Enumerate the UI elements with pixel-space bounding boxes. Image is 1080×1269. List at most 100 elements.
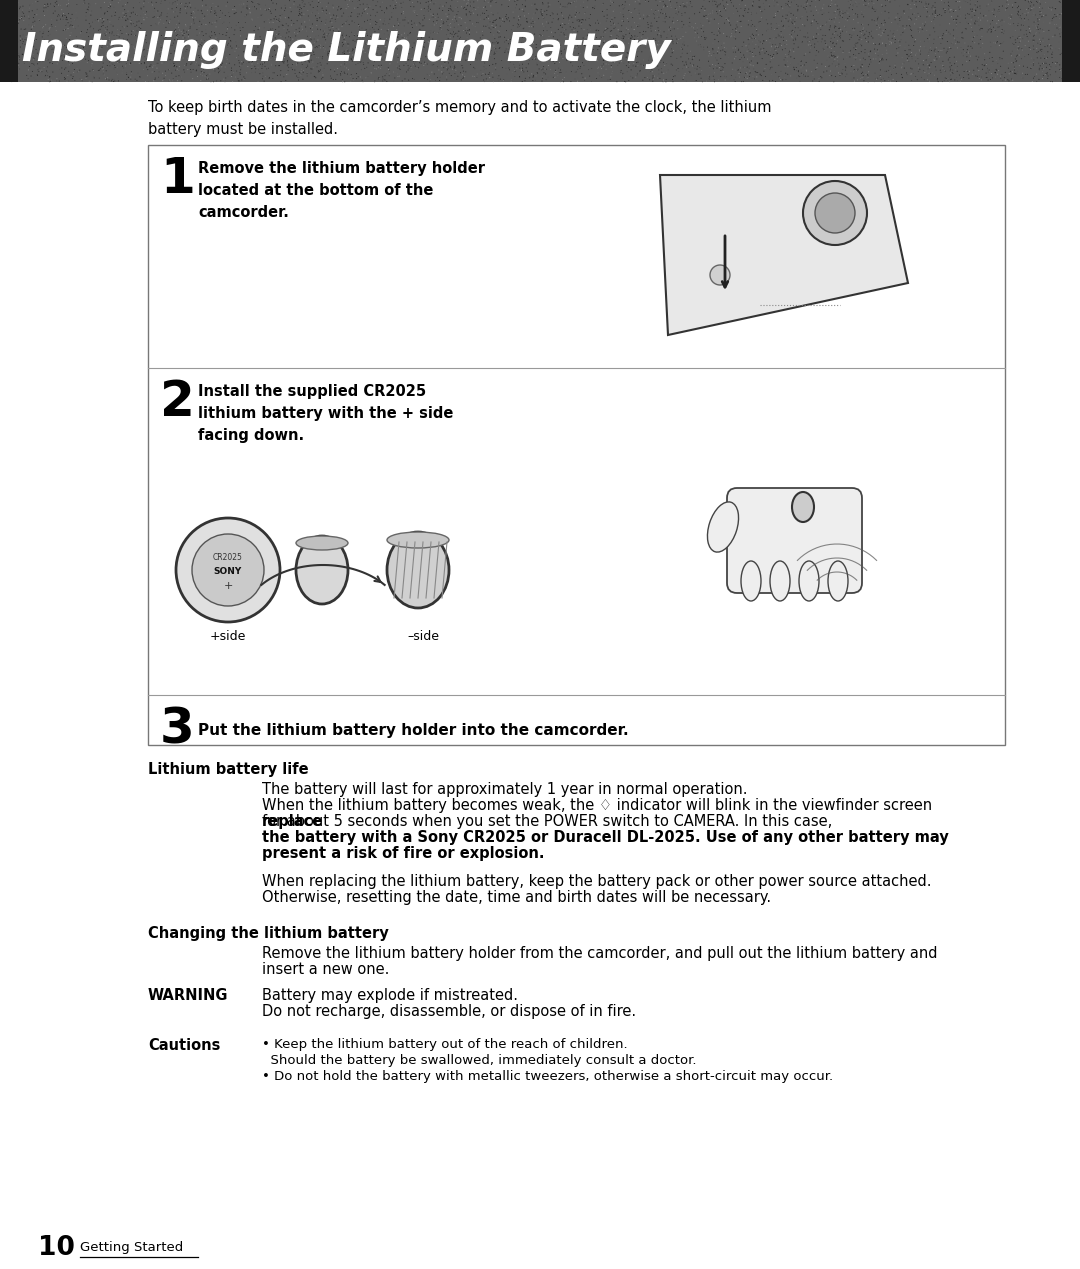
Point — [86, 10, 104, 30]
Text: the battery with a Sony CR2025 or Duracell DL-2025. Use of any other battery may: the battery with a Sony CR2025 or Durace… — [262, 830, 948, 845]
Point — [779, 47, 796, 67]
Point — [594, 0, 611, 14]
Point — [1039, 47, 1056, 67]
Point — [625, 37, 643, 57]
Point — [461, 39, 478, 60]
Point — [885, 58, 902, 79]
Point — [133, 53, 150, 74]
Point — [848, 47, 865, 67]
Point — [325, 34, 342, 55]
Point — [132, 44, 149, 65]
Point — [0, 57, 12, 77]
Point — [544, 49, 562, 70]
Point — [570, 37, 588, 57]
Point — [80, 27, 97, 47]
Point — [618, 20, 635, 41]
Point — [1039, 42, 1056, 62]
Point — [194, 25, 212, 46]
Point — [785, 57, 802, 77]
Point — [36, 49, 53, 70]
Point — [495, 70, 512, 90]
Point — [431, 70, 448, 90]
Point — [676, 0, 693, 16]
Point — [106, 5, 123, 25]
Point — [266, 41, 283, 61]
Point — [883, 13, 901, 33]
Point — [539, 20, 556, 41]
Point — [538, 47, 555, 67]
Point — [821, 65, 838, 85]
Point — [106, 71, 123, 91]
Point — [620, 52, 637, 72]
Point — [167, 66, 185, 86]
Point — [0, 0, 16, 11]
Point — [32, 41, 50, 61]
Point — [67, 10, 84, 30]
Point — [927, 39, 944, 60]
Point — [976, 49, 994, 70]
Point — [895, 0, 913, 20]
Point — [321, 9, 338, 29]
Point — [244, 24, 261, 44]
Point — [902, 3, 919, 23]
Point — [718, 10, 735, 30]
Point — [612, 29, 630, 49]
Point — [315, 23, 333, 43]
Point — [554, 13, 571, 33]
Point — [880, 0, 897, 10]
Point — [244, 0, 261, 13]
Point — [392, 60, 409, 80]
Ellipse shape — [792, 492, 814, 522]
Point — [524, 71, 541, 91]
Point — [1013, 67, 1030, 88]
Point — [170, 16, 187, 37]
Point — [808, 41, 825, 61]
Point — [243, 9, 260, 29]
Point — [445, 48, 462, 69]
Point — [701, 56, 718, 76]
Point — [516, 0, 534, 11]
Point — [228, 36, 245, 56]
Point — [873, 36, 890, 56]
Point — [376, 3, 393, 23]
Point — [684, 0, 701, 16]
Point — [1020, 44, 1037, 65]
Point — [350, 29, 367, 49]
Point — [807, 0, 824, 16]
Point — [145, 42, 162, 62]
Point — [221, 65, 239, 85]
Point — [55, 4, 72, 24]
Point — [753, 39, 770, 60]
Point — [323, 33, 340, 53]
Point — [1031, 34, 1049, 55]
Point — [868, 39, 886, 60]
Point — [46, 30, 64, 51]
Point — [973, 55, 990, 75]
Point — [600, 8, 618, 28]
Point — [778, 5, 795, 25]
Point — [10, 65, 27, 85]
Point — [971, 0, 988, 16]
Point — [108, 5, 125, 25]
Point — [854, 0, 872, 15]
Point — [486, 48, 503, 69]
Point — [977, 63, 995, 84]
Point — [708, 49, 726, 70]
Point — [179, 24, 197, 44]
Point — [969, 0, 986, 16]
Point — [352, 25, 369, 46]
Point — [185, 11, 202, 32]
Point — [333, 55, 350, 75]
Point — [660, 20, 677, 41]
Point — [795, 60, 812, 80]
Point — [783, 20, 800, 41]
Point — [723, 15, 740, 36]
Point — [986, 62, 1003, 82]
Point — [485, 36, 502, 56]
Point — [25, 36, 42, 56]
Point — [208, 28, 226, 48]
Point — [757, 66, 774, 86]
Ellipse shape — [296, 536, 348, 549]
Point — [10, 11, 27, 32]
Point — [157, 65, 174, 85]
